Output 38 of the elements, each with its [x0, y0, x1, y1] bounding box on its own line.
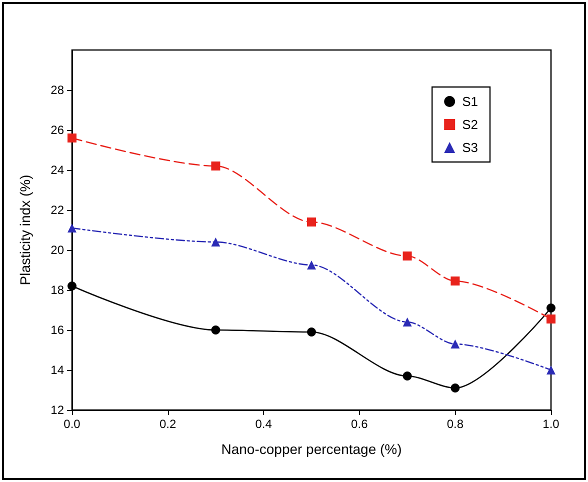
point: [68, 282, 76, 290]
x-tick-label: 0.8: [446, 417, 464, 431]
x-tick-label: 0.6: [351, 417, 368, 431]
y-tick-label: 20: [50, 243, 64, 257]
point: [68, 224, 76, 232]
point: [450, 276, 460, 286]
x-tick-label: 0.4: [255, 417, 272, 431]
point: [450, 340, 460, 348]
legend-label: S2: [462, 117, 478, 132]
x-axis-title: Nano-copper percentage (%): [221, 441, 402, 457]
y-tick-label: 12: [50, 403, 64, 417]
y-tick-label: 26: [50, 123, 64, 137]
x-tick-label: 0.0: [64, 417, 81, 431]
point: [402, 318, 412, 326]
point: [211, 326, 220, 334]
x-tick-label: 1.0: [542, 417, 560, 431]
legend-label: S3: [462, 140, 478, 155]
point: [546, 304, 556, 312]
y-tick-label: 22: [50, 203, 64, 217]
y-axis-title: Plasticity indx (%): [17, 174, 33, 286]
point: [402, 252, 412, 260]
y-tick-label: 28: [50, 83, 64, 97]
y-tick-label: 24: [50, 163, 64, 177]
point: [68, 134, 76, 142]
point: [450, 384, 460, 392]
point: [402, 372, 412, 380]
x-tick-label: 0.2: [159, 417, 176, 431]
point: [546, 314, 556, 324]
point: [307, 328, 316, 336]
point: [211, 238, 220, 246]
y-tick-label: 14: [50, 363, 64, 377]
y-tick-label: 18: [50, 283, 64, 297]
point: [307, 260, 316, 270]
point: [211, 162, 220, 170]
point: [546, 366, 556, 374]
y-tick-label: 16: [50, 323, 64, 337]
legend-label: S1: [462, 94, 478, 109]
point: [307, 218, 316, 226]
